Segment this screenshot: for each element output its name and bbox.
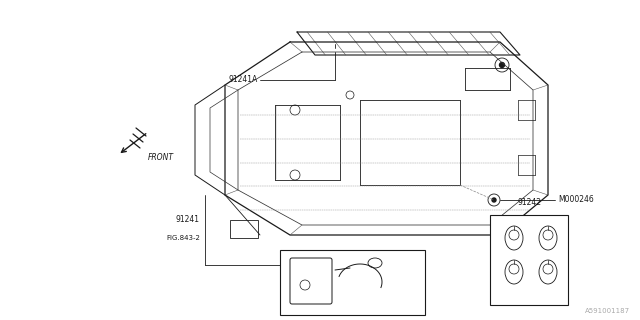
Bar xyxy=(490,215,568,305)
Text: 91241: 91241 xyxy=(176,215,200,225)
Bar xyxy=(230,220,258,238)
Text: FIG.843-2: FIG.843-2 xyxy=(166,235,200,241)
Text: 91241A: 91241A xyxy=(228,76,258,84)
Text: 91242: 91242 xyxy=(517,198,541,207)
Text: M000246: M000246 xyxy=(558,196,594,204)
Bar xyxy=(280,250,425,315)
Text: FRONT: FRONT xyxy=(148,154,174,163)
Circle shape xyxy=(492,198,496,202)
Text: A591001187: A591001187 xyxy=(585,308,630,314)
Circle shape xyxy=(499,62,504,68)
